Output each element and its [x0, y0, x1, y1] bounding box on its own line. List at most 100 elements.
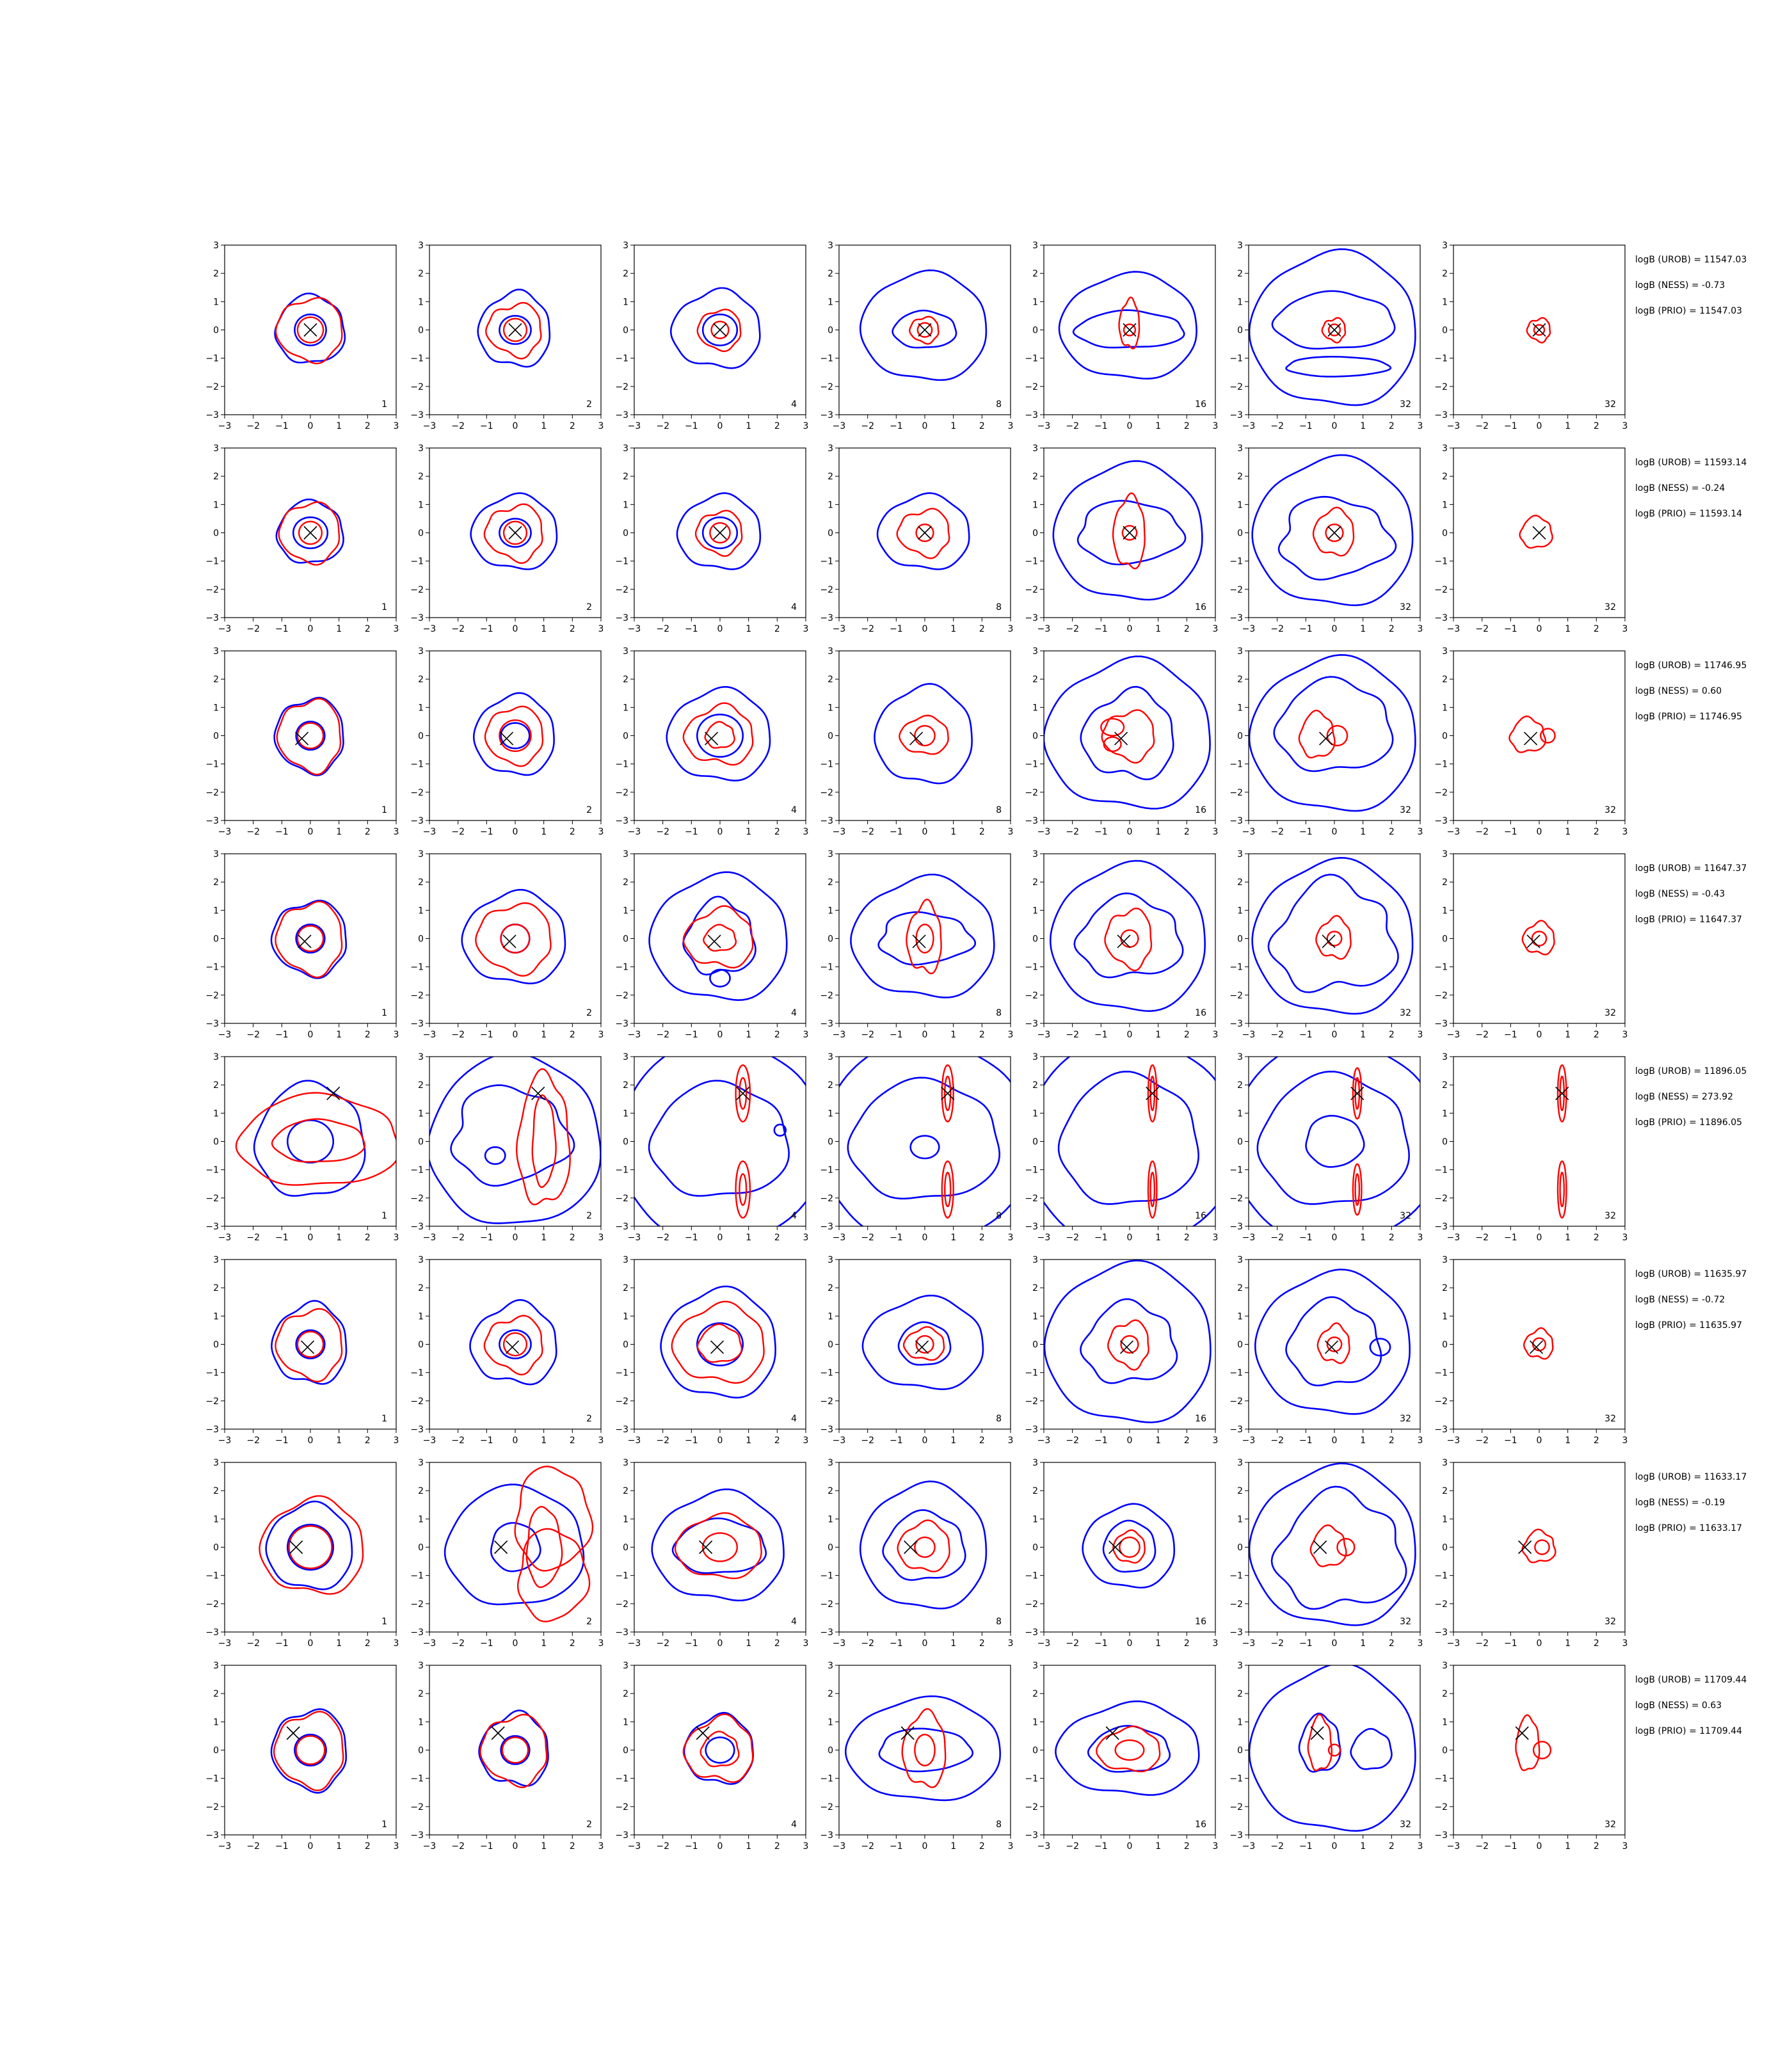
blue-contour-line — [1256, 1071, 1410, 1205]
y-tick-label: −1 — [615, 1165, 628, 1176]
contour-panel: −3 −2 −1 0 1 2 3 −3 −2 −1 0 1 2 3 32 — [1434, 1255, 1628, 1446]
y-tick-label: 0 — [1032, 732, 1038, 742]
x-tick-label: 1 — [950, 827, 956, 837]
x-tick-label: 3 — [1008, 421, 1014, 431]
true-value-marker — [303, 525, 317, 540]
blue-contour-line — [1082, 1503, 1176, 1588]
y-tick-label: −3 — [1025, 1830, 1038, 1841]
panel-corner-label: 2 — [586, 1617, 592, 1627]
y-tick-label: 1 — [623, 297, 628, 307]
x-tick-label: 1 — [950, 421, 956, 431]
true-value-marker — [912, 934, 926, 948]
red-contour-line — [944, 1171, 952, 1208]
blue-contour-line — [499, 1329, 532, 1359]
contour-lines — [651, 1488, 785, 1602]
true-value-marker — [1532, 525, 1546, 540]
panel-corner-label: 1 — [381, 602, 387, 612]
contour-panel: −3 −2 −1 0 1 2 3 −3 −2 −1 0 1 2 3 8 — [820, 646, 1013, 837]
y-tick-label: 2 — [828, 1283, 833, 1293]
y-tick-label: −3 — [410, 1019, 424, 1029]
x-tick-label: 1 — [1360, 421, 1366, 431]
x-tick-label: 3 — [803, 827, 809, 837]
y-tick-label: −2 — [1025, 585, 1038, 595]
y-tick-label: 0 — [418, 1746, 424, 1756]
x-tick-label: −1 — [1094, 421, 1108, 431]
red-contour-line — [295, 1735, 326, 1765]
x-tick-label: −2 — [656, 827, 669, 837]
blue-contour-line — [1249, 1665, 1416, 1832]
y-tick-label: −1 — [1434, 1571, 1448, 1581]
true-value-marker — [918, 525, 932, 540]
y-tick-label: −1 — [1434, 557, 1448, 567]
logb-stat-text: logB (UROB) = 11647.37 — [1635, 863, 1747, 874]
y-tick-label: −2 — [410, 991, 424, 1001]
row-stats: logB (UROB) = 11746.95 logB (NESS) = 0.60… — [1635, 660, 1747, 722]
contour-lines — [861, 1295, 984, 1390]
contour-lines — [1249, 248, 1416, 406]
x-tick-label: 1 — [541, 1436, 547, 1446]
y-tick-label: 0 — [1442, 529, 1448, 539]
y-tick-label: 0 — [828, 934, 833, 945]
x-tick-label: −1 — [1299, 1638, 1313, 1649]
y-tick-label: 1 — [1032, 500, 1038, 510]
x-tick-label: 1 — [746, 624, 751, 634]
y-tick-label: 0 — [1032, 529, 1038, 539]
y-tick-label: −3 — [410, 613, 424, 623]
red-contour-line — [915, 1335, 934, 1354]
y-tick-label: −2 — [205, 991, 219, 1001]
red-contour-line — [915, 524, 934, 542]
y-tick-label: −1 — [1025, 760, 1038, 770]
y-tick-label: −2 — [205, 1599, 219, 1610]
y-tick-label: −2 — [1229, 585, 1243, 595]
blue-contour-line — [265, 1500, 353, 1590]
panel-corner-label: 16 — [1195, 1820, 1206, 1830]
y-tick-label: 1 — [1237, 297, 1243, 307]
x-tick-label: 0 — [1127, 1436, 1133, 1446]
y-tick-label: −2 — [1434, 788, 1448, 798]
y-tick-label: 1 — [1032, 1311, 1038, 1322]
x-tick-label: 2 — [1594, 1233, 1599, 1243]
true-value-marker — [1123, 323, 1137, 337]
x-tick-label: 3 — [394, 624, 399, 634]
x-tick-label: −3 — [628, 1030, 641, 1040]
axes-frame — [634, 650, 806, 821]
x-tick-label: 3 — [1008, 624, 1014, 634]
y-tick-label: 3 — [828, 241, 833, 251]
y-tick-label: 2 — [213, 1283, 219, 1293]
blue-contour-line — [845, 1695, 1001, 1802]
y-tick-label: 1 — [418, 703, 424, 713]
blue-contour-line — [1076, 500, 1187, 566]
x-tick-label: −1 — [1299, 421, 1313, 431]
contour-panel: −3 −2 −1 0 1 2 3 −3 −2 −1 0 1 2 3 1 — [205, 1458, 399, 1649]
x-tick-label: −1 — [1504, 624, 1517, 634]
y-tick-label: −3 — [615, 1222, 628, 1232]
y-tick-label: 1 — [213, 1717, 219, 1727]
y-tick-label: 0 — [213, 1746, 219, 1756]
x-tick-label: 3 — [1213, 1233, 1219, 1243]
y-tick-label: −1 — [1434, 1165, 1448, 1176]
red-contour-line — [671, 1300, 765, 1384]
x-tick-label: 3 — [1008, 1841, 1014, 1852]
contour-panel: −3 −2 −1 0 1 2 3 −3 −2 −1 0 1 2 3 1 — [205, 241, 399, 431]
x-tick-label: 1 — [1360, 827, 1366, 837]
panel-corner-label: 32 — [1400, 1617, 1411, 1627]
blue-contour-line — [648, 871, 788, 1001]
blue-contour-line — [1052, 460, 1203, 601]
x-tick-label: 2 — [365, 1841, 371, 1852]
y-tick-label: 3 — [213, 1255, 219, 1265]
red-contour-line — [709, 522, 731, 544]
blue-contour-line — [295, 924, 326, 954]
true-value-marker — [915, 1340, 929, 1354]
x-tick-label: 3 — [1622, 1233, 1628, 1243]
x-tick-label: −1 — [275, 1233, 289, 1243]
y-tick-label: −1 — [1229, 1571, 1243, 1581]
red-contour-line — [502, 317, 528, 342]
x-tick-label: −1 — [1299, 1233, 1313, 1243]
blue-contour-line — [444, 1484, 585, 1606]
true-value-marker — [1327, 525, 1341, 540]
y-tick-label: −2 — [820, 991, 833, 1001]
true-value-marker — [705, 732, 719, 746]
contour-lines — [461, 889, 566, 984]
true-value-marker — [494, 1540, 508, 1555]
y-tick-label: 1 — [623, 1311, 628, 1322]
